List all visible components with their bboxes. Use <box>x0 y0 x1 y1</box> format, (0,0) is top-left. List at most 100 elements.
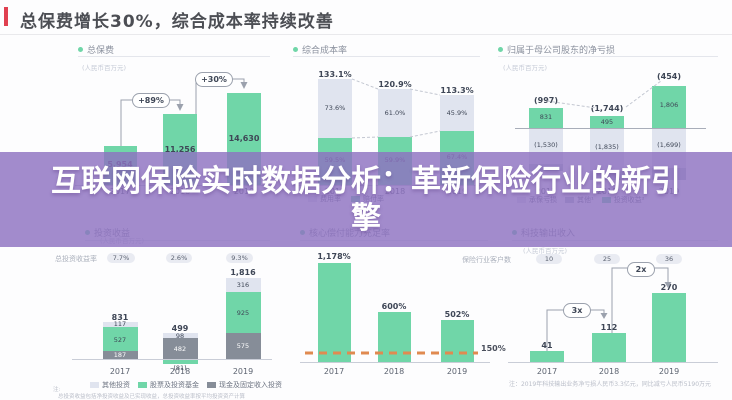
solvency-year-2017: 2017 <box>323 367 345 376</box>
chart-title-premium: 总保费 <box>87 46 115 56</box>
clients-pill-2018: 25 <box>594 254 620 264</box>
legend-equity: 股票及投资基金 <box>150 381 199 389</box>
multiple-badge-2x: 2x <box>627 262 655 277</box>
inv-cash-2019 <box>226 333 261 359</box>
inv-cash-value-2018: 482 <box>173 345 187 353</box>
ratio-expense-2018: 61.0% <box>384 109 406 117</box>
headline-line2: 擎 <box>351 200 381 236</box>
tech-bar-2018 <box>592 333 626 362</box>
clients-pill-2019: 36 <box>656 254 682 264</box>
solvency-value-2019: 502% <box>444 310 470 319</box>
ratio-expense-seg-2019 <box>440 95 474 131</box>
inv-total-2019: 1,816 <box>230 268 256 277</box>
regulatory-line-label: 150% <box>481 344 506 353</box>
inv-cash-2017 <box>103 351 138 359</box>
chart-header-combined-ratio: 综合成本率 <box>293 43 347 56</box>
equity-swatch <box>138 382 147 388</box>
tech-axis <box>508 362 718 363</box>
netloss-invest-value-2019: 1,806 <box>659 101 679 109</box>
investment-note-mark: 注: <box>53 387 61 393</box>
inv-other-2018 <box>163 333 198 338</box>
header-underline <box>498 56 718 57</box>
tech-bar-2019 <box>652 293 686 362</box>
ratio-expense-seg-2017 <box>318 79 352 138</box>
other-invest-swatch <box>90 382 99 388</box>
inv-total-2018: 499 <box>171 324 189 333</box>
inv-year-2019: 2019 <box>232 367 254 376</box>
bullet-icon <box>78 47 83 52</box>
inv-equity-2019 <box>226 292 261 333</box>
inv-cash-2018 <box>163 338 198 359</box>
tech-year-2019: 2019 <box>658 367 680 376</box>
premium-value-2018: 11,256 <box>164 145 196 154</box>
inv-other-value-2018: 98 <box>175 332 185 340</box>
inv-year-2017: 2017 <box>109 367 131 376</box>
tech-year-2017: 2017 <box>536 367 558 376</box>
legend-cash: 现金及固定收入投资 <box>219 381 282 389</box>
inv-equity-value-2017: 527 <box>113 336 127 344</box>
ratio-total-2017: 133.1% <box>318 70 352 79</box>
clients-pill-2017: 10 <box>536 254 562 264</box>
netloss-invest-2018 <box>590 116 624 128</box>
inv-other-2017 <box>103 322 138 327</box>
chart-header-premium: 总保费 <box>78 43 114 56</box>
tech-value-2018: 112 <box>600 323 618 332</box>
inv-other-value-2017: 117 <box>113 320 127 328</box>
inv-other-value-2019: 316 <box>236 281 250 289</box>
solvency-year-2018: 2018 <box>383 367 405 376</box>
solvency-bar-2019 <box>441 320 474 362</box>
investment-axis <box>72 359 272 360</box>
investment-legend: 其他投资 股票及投资基金 现金及固定收入投资 <box>90 380 282 390</box>
tech-value-2019: 270 <box>660 283 678 292</box>
investment-note: 总投资收益包括净投资收益及已实现收益，总投资收益率按平均投资资产计算 <box>58 394 246 400</box>
netloss-total-2018: (1,744) <box>590 104 624 113</box>
title-divider <box>0 34 732 35</box>
chart-unit-net-loss: (人民币百万元) <box>503 64 548 72</box>
yield-pill-2017: 7.7% <box>107 253 135 263</box>
title-accent-bar <box>4 7 8 26</box>
ratio-expense-seg-2018 <box>378 89 412 137</box>
tech-year-2018: 2018 <box>598 367 620 376</box>
netloss-zero-axis <box>515 128 706 129</box>
clients-row-label: 保险行业客户数 <box>462 256 511 264</box>
solvency-bar-2017 <box>318 263 351 362</box>
yield-pill-2019: 9.3% <box>226 253 253 263</box>
headline-line1: 互联网保险实时数据分析：革新保险行业的新引 <box>51 163 681 199</box>
netloss-invest-value-2017: 831 <box>539 113 553 121</box>
chart-unit-premium: (人民币百万元) <box>82 64 127 72</box>
yield-row-label: 总投资收益率 <box>55 255 97 263</box>
netloss-invest-2017 <box>529 108 563 128</box>
chart-title-combined-ratio: 综合成本率 <box>302 46 348 56</box>
multiple-badge-3x: 3x <box>563 303 591 318</box>
inv-year-2018: 2018 <box>169 367 191 376</box>
solvency-axis <box>300 362 490 363</box>
ratio-total-2018: 120.9% <box>378 80 412 89</box>
headline-overlay: 互联网保险实时数据分析：革新保险行业的新引 擎 <box>0 152 732 247</box>
solvency-year-2019: 2019 <box>446 367 468 376</box>
inv-cash-value-2017: 187 <box>113 351 127 359</box>
solvency-value-2017: 1,178% <box>317 252 351 261</box>
yield-pill-2018: 2.6% <box>166 253 192 263</box>
inv-equity-2017 <box>103 327 138 351</box>
inv-equity-value-2018: (81) <box>173 364 187 372</box>
cash-swatch <box>207 382 216 388</box>
inv-total-2017: 831 <box>111 313 129 322</box>
growth-badge-89: +89% <box>132 93 170 108</box>
premium-value-2019: 14,630 <box>228 134 260 143</box>
page-title: 总保费增长30%，综合成本率持续改善 <box>20 12 334 32</box>
chart-header-net-loss: 归属于母公司股东的净亏损 <box>498 43 615 56</box>
ratio-total-2019: 113.3% <box>440 86 474 95</box>
legend-other-invest: 其他投资 <box>102 381 130 389</box>
chart-title-net-loss: 归属于母公司股东的净亏损 <box>507 46 616 56</box>
bullet-icon <box>498 47 503 52</box>
netloss-uw-value-2017: (1,530) <box>534 141 558 149</box>
netloss-total-2017: (997) <box>533 96 558 105</box>
chart-unit-tech: (人民币百万元) <box>523 247 568 255</box>
tech-note: 注：2019年科技输出业务净亏损人民币3.3亿元，同比减亏人民币5190万元 <box>508 381 712 388</box>
inv-cash-value-2019: 575 <box>236 342 250 350</box>
header-underline <box>293 56 480 57</box>
inv-equity-value-2019: 925 <box>236 309 250 317</box>
netloss-total-2019: (454) <box>656 72 681 81</box>
header-underline <box>78 56 270 57</box>
